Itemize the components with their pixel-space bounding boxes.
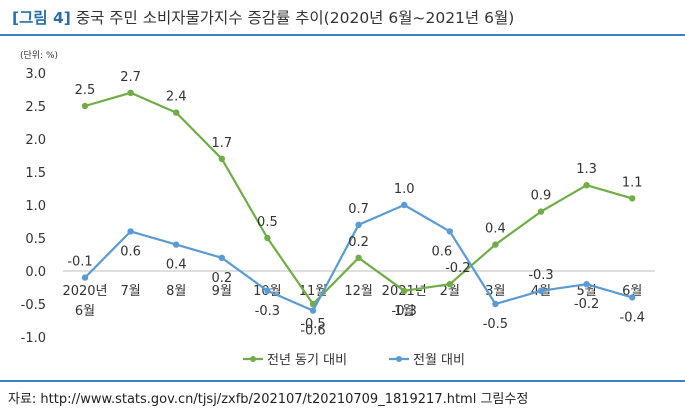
data-label-yoy: 1.7 bbox=[211, 136, 232, 151]
data-label-yoy: 0.9 bbox=[531, 189, 552, 204]
data-label-mom: 0.6 bbox=[120, 244, 141, 259]
x-tick-label: 1월 bbox=[394, 304, 414, 319]
x-tick-label: 5월 bbox=[576, 284, 596, 299]
data-label-yoy: 2.7 bbox=[120, 70, 141, 85]
data-label-mom: 0.7 bbox=[348, 202, 369, 217]
series-yoy-point bbox=[401, 287, 408, 294]
x-tick-label: 12월 bbox=[344, 284, 373, 299]
unit-label: (단위: %) bbox=[20, 50, 58, 61]
data-label-mom: -0.4 bbox=[620, 310, 645, 325]
data-label-yoy: 0.2 bbox=[348, 235, 369, 250]
data-label-yoy: -0.2 bbox=[445, 261, 470, 276]
y-tick-label: 2.0 bbox=[25, 133, 46, 148]
data-label-yoy: 1.3 bbox=[576, 162, 597, 177]
x-tick-label: 2월 bbox=[440, 284, 460, 299]
series-mom-point bbox=[401, 201, 408, 209]
data-label-mom: -0.6 bbox=[300, 324, 325, 339]
series-mom-point bbox=[537, 287, 545, 294]
source-note: 자료: http://www.stats.gov.cn/tjsj/zxfb/20… bbox=[8, 392, 529, 407]
series-yoy-point bbox=[629, 195, 636, 202]
data-label-mom: -0.3 bbox=[528, 268, 553, 283]
y-tick-label: 2.5 bbox=[25, 100, 46, 115]
y-tick-label: -1.0 bbox=[21, 331, 46, 346]
data-label-mom: 0.4 bbox=[166, 258, 187, 273]
series-yoy-point bbox=[355, 254, 362, 261]
bottom-rule bbox=[0, 380, 685, 382]
data-label-yoy: 2.4 bbox=[166, 90, 187, 105]
legend-mom-marker bbox=[396, 356, 402, 362]
data-label-mom: 0.6 bbox=[431, 244, 452, 259]
data-label-mom: -0.1 bbox=[67, 255, 92, 270]
data-label-yoy: 2.5 bbox=[75, 83, 96, 98]
series-mom-point bbox=[355, 221, 362, 228]
series-mom-point bbox=[173, 241, 180, 248]
x-tick-label: 8월 bbox=[166, 284, 186, 299]
series-yoy-point bbox=[583, 182, 590, 189]
top-rule bbox=[0, 34, 685, 36]
series-mom-point bbox=[309, 307, 317, 314]
data-label-mom: 0.2 bbox=[211, 271, 232, 286]
data-label-mom: 1.0 bbox=[394, 182, 415, 197]
data-label-mom: -0.2 bbox=[574, 297, 599, 312]
series-mom-point bbox=[264, 287, 271, 294]
y-tick-label: 3.0 bbox=[25, 67, 46, 82]
data-label-yoy: -0.3 bbox=[392, 304, 417, 319]
y-tick-label: 0.0 bbox=[25, 265, 46, 280]
series-yoy-point bbox=[492, 241, 499, 248]
legend-yoy-marker bbox=[250, 356, 256, 362]
series-yoy-point bbox=[264, 234, 271, 242]
figure-title: [그림 4] 중국 주민 소비자물가지수 증감률 추이(2020년 6월~202… bbox=[12, 6, 514, 28]
y-tick-label: 1.0 bbox=[25, 199, 46, 214]
x-tick-label: 9월 bbox=[212, 284, 232, 299]
series-yoy-point bbox=[127, 89, 134, 97]
data-label-mom: -0.3 bbox=[255, 304, 280, 319]
series-mom-point bbox=[583, 281, 590, 288]
cpi-line-chart: (단위: %) 3.0 2.5 2.0 1.5 1.0 0.5 0.0 -0.5 -1.0 2020… bbox=[20, 50, 655, 368]
series-yoy-point bbox=[173, 109, 180, 116]
series-mom-point bbox=[446, 228, 453, 235]
series-yoy-point bbox=[81, 102, 89, 110]
y-tick-label: 0.5 bbox=[25, 232, 46, 247]
x-tick-label: 6월 bbox=[75, 304, 95, 319]
data-label-yoy: 0.5 bbox=[257, 215, 278, 230]
data-label-yoy: 1.1 bbox=[622, 175, 643, 190]
data-label-yoy: 0.4 bbox=[485, 222, 506, 237]
series-yoy-point bbox=[446, 281, 453, 288]
y-tick-label: -0.5 bbox=[21, 298, 46, 313]
series-yoy-point bbox=[537, 208, 545, 215]
legend-mom-label: 전월 대비 bbox=[413, 353, 465, 368]
x-tick-label: 2020년 bbox=[62, 284, 107, 299]
series-mom-point bbox=[629, 294, 636, 301]
series-mom-point bbox=[127, 228, 134, 235]
legend-yoy-label: 전년 동기 대비 bbox=[267, 353, 347, 368]
x-tick-label: 7월 bbox=[120, 284, 140, 299]
series-mom-point bbox=[81, 274, 89, 281]
series-mom-point bbox=[218, 254, 225, 261]
figure-title-text: 중국 주민 소비자물가지수 증감률 추이(2020년 6월~2021년 6월) bbox=[75, 9, 515, 27]
y-tick-label: 1.5 bbox=[25, 166, 46, 181]
figure-tag: [그림 4] bbox=[12, 9, 71, 27]
data-label-yoy: -0.5 bbox=[300, 317, 325, 332]
data-label-mom: -0.5 bbox=[483, 317, 508, 332]
series-yoy-point bbox=[218, 155, 225, 162]
series-mom-point bbox=[492, 300, 499, 308]
